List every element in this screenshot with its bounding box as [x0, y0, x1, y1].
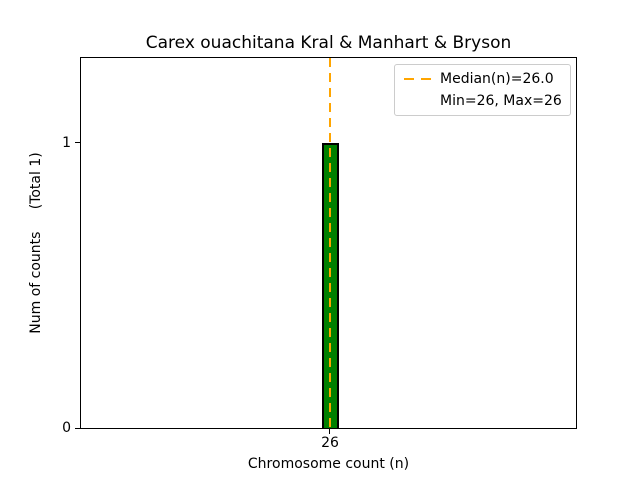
median-dashed-line-icon — [404, 78, 432, 80]
y-tick-label: 1 — [62, 135, 71, 151]
legend-marker-spacer — [404, 100, 432, 102]
plot-area — [80, 57, 577, 429]
y-tick-label: 0 — [62, 420, 71, 436]
chart-title: Carex ouachitana Kral & Manhart & Bryson — [145, 33, 512, 53]
x-axis-label: Chromosome count (n) — [247, 456, 410, 472]
y-tick-mark — [75, 142, 80, 143]
legend-item: Median(n)=26.0 — [404, 70, 561, 88]
y-axis-label: Num of counts (Total 1) — [28, 152, 44, 334]
x-tick-mark — [329, 429, 330, 434]
legend-item: Min=26, Max=26 — [404, 92, 562, 110]
legend-item-label: Median(n)=26.0 — [440, 71, 554, 87]
median-line — [329, 58, 331, 428]
legend-item-label: Min=26, Max=26 — [440, 93, 562, 109]
x-tick-label: 26 — [321, 435, 339, 451]
y-tick-mark — [75, 428, 80, 429]
legend: Median(n)=26.0 Min=26, Max=26 — [394, 64, 571, 116]
